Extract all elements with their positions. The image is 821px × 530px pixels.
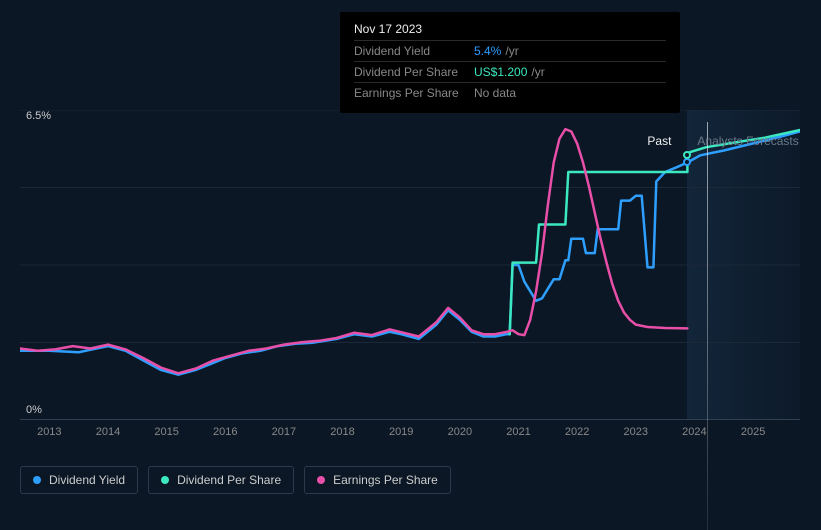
tooltip-row-value: 5.4% [474,44,501,58]
chart-tooltip: Nov 17 2023 Dividend Yield5.4%/yrDividen… [340,12,680,113]
tooltip-row-value: US$1.200 [474,65,527,79]
x-axis-tick: 2019 [389,426,413,438]
x-axis-tick: 2021 [506,426,530,438]
legend-item[interactable]: Dividend Yield [20,466,138,494]
legend-dot-icon [317,476,325,484]
tooltip-row-unit: /yr [531,65,544,79]
legend-label: Dividend Yield [49,473,125,487]
legend-label: Earnings Per Share [333,473,438,487]
x-axis: 2013 2014 2015 2016 2017 2018 2019 2020 2021 2022… [20,426,800,446]
hover-vertical-line [707,122,708,530]
x-axis-tick: 2024 [682,426,706,438]
legend-dot-icon [161,476,169,484]
chart-area [20,110,800,420]
series-marker [683,158,691,166]
tooltip-row: Earnings Per ShareNo data [354,82,666,103]
tooltip-row-label: Dividend Yield [354,44,474,58]
tooltip-row-value: No data [474,86,516,100]
chart-legend: Dividend Yield Dividend Per Share Earnings… [20,466,451,494]
x-axis-tick: 2020 [448,426,472,438]
y-axis-label: 0% [26,404,42,416]
tooltip-row-label: Dividend Per Share [354,65,474,79]
y-axis-label: 6.5% [26,110,51,122]
x-axis-tick: 2014 [96,426,120,438]
x-axis-tick: 2017 [272,426,296,438]
legend-dot-icon [33,476,41,484]
forecast-label: Analysts Forecasts [697,134,798,148]
past-label: Past [647,134,671,148]
tooltip-row: Dividend Yield5.4% /yr [354,40,666,61]
legend-item[interactable]: Earnings Per Share [304,466,451,494]
tooltip-row-unit: /yr [505,44,518,58]
x-axis-tick: 2022 [565,426,589,438]
x-axis-tick: 2018 [330,426,354,438]
legend-label: Dividend Per Share [177,473,281,487]
x-axis-tick: 2016 [213,426,237,438]
tooltip-date: Nov 17 2023 [354,22,666,36]
x-axis-tick: 2015 [154,426,178,438]
tooltip-row: Dividend Per ShareUS$1.200/yr [354,61,666,82]
x-axis-tick: 2025 [741,426,765,438]
legend-item[interactable]: Dividend Per Share [148,466,294,494]
tooltip-row-label: Earnings Per Share [354,86,474,100]
x-axis-tick: 2023 [624,426,648,438]
x-axis-tick: 2013 [37,426,61,438]
series-marker [683,151,691,159]
